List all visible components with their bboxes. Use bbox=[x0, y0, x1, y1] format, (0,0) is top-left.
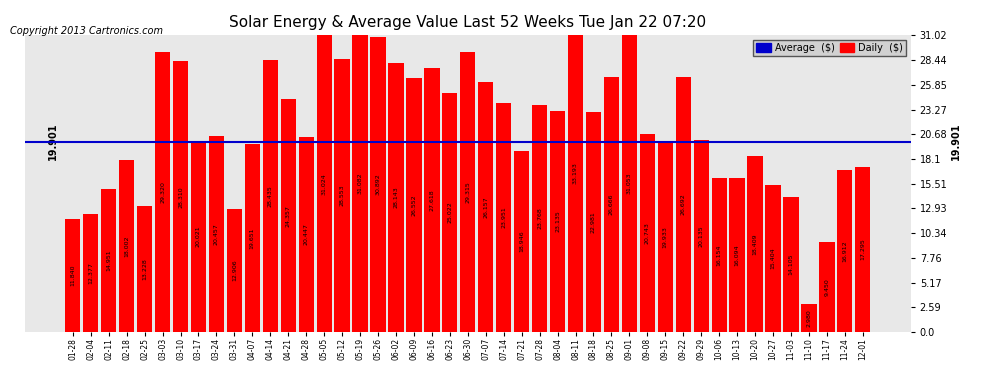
Text: 26.692: 26.692 bbox=[681, 194, 686, 215]
Text: 18.409: 18.409 bbox=[752, 233, 757, 255]
Text: 24.357: 24.357 bbox=[286, 205, 291, 226]
Text: 14.951: 14.951 bbox=[106, 250, 111, 272]
Bar bbox=[478, 82, 493, 332]
Text: 31.024: 31.024 bbox=[322, 173, 327, 195]
Bar bbox=[173, 61, 188, 332]
Bar bbox=[549, 111, 565, 332]
Title: Solar Energy & Average Value Last 52 Weeks Tue Jan 22 07:20: Solar Energy & Average Value Last 52 Wee… bbox=[230, 15, 706, 30]
Text: 19.901: 19.901 bbox=[49, 123, 58, 160]
Text: 28.143: 28.143 bbox=[393, 187, 398, 209]
Text: 23.135: 23.135 bbox=[555, 211, 560, 232]
Bar bbox=[712, 178, 727, 332]
Text: 2.980: 2.980 bbox=[807, 309, 812, 327]
Bar bbox=[747, 156, 762, 332]
Bar bbox=[657, 141, 673, 332]
Text: 20.021: 20.021 bbox=[196, 226, 201, 247]
Text: 20.457: 20.457 bbox=[214, 224, 219, 245]
Bar bbox=[675, 77, 691, 332]
Text: 12.377: 12.377 bbox=[88, 262, 93, 284]
Bar bbox=[262, 60, 278, 332]
Bar bbox=[137, 206, 152, 332]
Bar bbox=[496, 103, 511, 332]
Bar bbox=[65, 219, 80, 332]
Text: 18.002: 18.002 bbox=[124, 235, 129, 257]
Text: 9.450: 9.450 bbox=[825, 278, 830, 296]
Bar bbox=[154, 52, 170, 332]
Text: 31.082: 31.082 bbox=[357, 172, 362, 194]
Bar bbox=[443, 93, 457, 332]
Bar bbox=[532, 105, 547, 332]
Bar bbox=[820, 242, 835, 332]
Text: 23.951: 23.951 bbox=[501, 207, 506, 228]
Bar bbox=[299, 136, 314, 332]
Bar bbox=[227, 209, 242, 332]
Text: 14.105: 14.105 bbox=[788, 254, 793, 276]
Bar bbox=[622, 35, 637, 332]
Text: 26.157: 26.157 bbox=[483, 196, 488, 218]
Text: 29.320: 29.320 bbox=[160, 181, 165, 203]
Bar bbox=[586, 112, 601, 332]
Text: 17.295: 17.295 bbox=[860, 238, 865, 260]
Bar bbox=[783, 197, 799, 332]
Text: 11.840: 11.840 bbox=[70, 265, 75, 286]
Bar bbox=[568, 15, 583, 332]
Text: 28.435: 28.435 bbox=[267, 185, 273, 207]
Text: 19.933: 19.933 bbox=[662, 226, 668, 248]
Bar bbox=[640, 134, 655, 332]
Text: 16.154: 16.154 bbox=[717, 244, 722, 266]
Bar bbox=[730, 178, 744, 332]
Text: 13.228: 13.228 bbox=[143, 258, 148, 280]
Text: 33.193: 33.193 bbox=[573, 162, 578, 184]
Legend: Average  ($), Daily  ($): Average ($), Daily ($) bbox=[753, 40, 906, 56]
Bar bbox=[335, 59, 349, 332]
Text: 22.981: 22.981 bbox=[591, 211, 596, 233]
Text: 20.743: 20.743 bbox=[644, 222, 649, 244]
Bar bbox=[801, 304, 817, 332]
Bar bbox=[765, 185, 781, 332]
Bar bbox=[370, 36, 386, 332]
Bar bbox=[280, 99, 296, 332]
Bar bbox=[245, 144, 260, 332]
Text: 28.310: 28.310 bbox=[178, 186, 183, 207]
Text: 12.906: 12.906 bbox=[232, 260, 237, 281]
Text: 26.666: 26.666 bbox=[609, 194, 614, 215]
Bar bbox=[83, 214, 98, 332]
Text: 16.094: 16.094 bbox=[735, 244, 740, 266]
Text: 19.901: 19.901 bbox=[950, 123, 960, 160]
Text: 20.447: 20.447 bbox=[304, 224, 309, 245]
Bar bbox=[838, 170, 852, 332]
Text: 27.618: 27.618 bbox=[430, 189, 435, 211]
Bar bbox=[352, 35, 367, 332]
Bar bbox=[406, 78, 422, 332]
Bar bbox=[460, 52, 475, 332]
Bar bbox=[191, 141, 206, 332]
Bar bbox=[388, 63, 404, 332]
Text: 18.946: 18.946 bbox=[519, 231, 524, 252]
Text: 31.053: 31.053 bbox=[627, 173, 632, 194]
Text: 15.404: 15.404 bbox=[770, 248, 775, 269]
Text: 29.315: 29.315 bbox=[465, 181, 470, 203]
Bar bbox=[119, 160, 135, 332]
Text: Copyright 2013 Cartronics.com: Copyright 2013 Cartronics.com bbox=[10, 26, 163, 36]
Bar bbox=[425, 68, 440, 332]
Text: 19.651: 19.651 bbox=[249, 227, 254, 249]
Text: 26.552: 26.552 bbox=[412, 194, 417, 216]
Bar bbox=[317, 35, 332, 332]
Bar bbox=[209, 136, 224, 332]
Text: 16.912: 16.912 bbox=[842, 240, 847, 262]
Text: 20.135: 20.135 bbox=[699, 225, 704, 247]
Bar bbox=[101, 189, 117, 332]
Text: 23.768: 23.768 bbox=[538, 208, 543, 230]
Bar bbox=[604, 77, 619, 332]
Bar bbox=[694, 140, 709, 332]
Bar bbox=[514, 151, 530, 332]
Bar bbox=[855, 166, 870, 332]
Text: 30.892: 30.892 bbox=[375, 174, 380, 195]
Text: 28.553: 28.553 bbox=[340, 185, 345, 206]
Text: 25.022: 25.022 bbox=[447, 202, 452, 223]
